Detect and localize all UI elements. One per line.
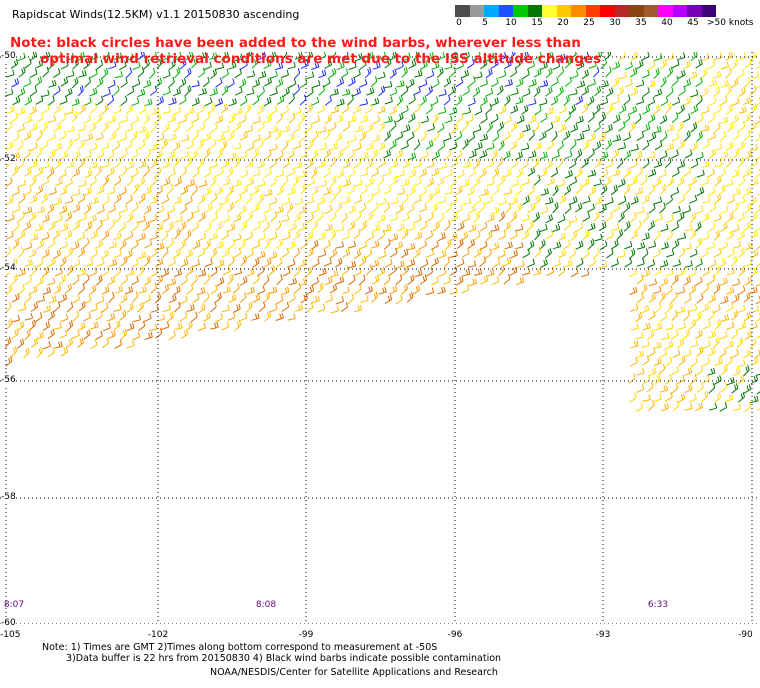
scale-tick-label: 40 [661,18,673,28]
wind-barb-map [0,52,760,624]
footnote-line-2: 3)Data buffer is 22 hrs from 20150830 4)… [66,653,502,664]
longitude-label: -90 [738,630,753,640]
wind-barb-group [5,165,555,349]
scale-swatch [643,5,658,17]
scale-swatch [542,5,557,17]
graticule [0,52,760,624]
scale-tick-label: >50 knots [707,18,754,28]
scale-tick-label: 20 [557,18,569,28]
scale-swatch [629,5,644,17]
swath-time-label: 8:07 [3,600,25,610]
wind-barb-group [629,274,760,305]
wind-barb-group [389,52,760,413]
wind-barb-group [5,52,760,412]
longitude-label: -99 [298,630,314,640]
scale-swatch [585,5,600,17]
scale-swatch [672,5,687,17]
scale-tick-label: 15 [531,18,543,28]
scale-tick-label: 0 [456,18,462,28]
scale-swatch [600,5,615,17]
scale-tick-label: 10 [505,18,517,28]
scale-swatch [658,5,673,17]
scale-swatch [513,5,528,17]
swath-time-label: 6:33 [647,600,669,610]
wind-barbs [4,52,760,413]
wind-barb-group [11,52,760,278]
latitude-label: -52 [1,154,16,164]
chart-title: Rapidscat Winds(12.5KM) v1.1 20150830 as… [12,8,300,21]
wind-barb-group [628,274,760,412]
scale-swatch [687,5,702,17]
latitude-label: -54 [1,263,16,273]
scale-tick-label: 30 [609,18,621,28]
scale-swatch [527,5,542,17]
wind-barb-group [5,211,566,359]
scale-swatch [484,5,499,17]
wind-barb-group [4,211,590,367]
scale-tick-label: 35 [635,18,647,28]
wind-barb-plot [0,52,760,624]
latitude-label: -60 [1,618,16,628]
latitude-label: -56 [1,375,16,385]
longitude-label: -105 [0,630,21,640]
latitude-label: -58 [1,492,16,502]
footnote-line-1: Note: 1) Times are GMT 2)Times along bot… [42,642,438,653]
scale-tick-label: 45 [687,18,699,28]
credit-line: NOAA/NESDIS/Center for Satellite Applica… [210,667,498,678]
note-line-2: optimal wind retrieval conditions are me… [40,51,602,67]
scale-swatch [701,5,716,17]
scale-swatch [571,5,586,17]
swath-time-label: 8:08 [255,600,277,610]
scale-swatch [614,5,629,17]
color-scale-bar [455,5,716,17]
scale-tick-label: 25 [583,18,595,28]
scale-swatch [498,5,513,17]
scale-swatch [455,5,470,17]
longitude-label: -93 [595,630,611,640]
scale-tick-label: 5 [482,18,488,28]
wind-barb-group [4,165,207,296]
latitude-label: -50 [1,51,16,61]
note-line-1: Note: black circles have been added to t… [10,35,581,51]
wind-speed-color-scale: 0 5 10 15 20 25 30 35 40 45 >50 knots [455,5,754,29]
scale-swatch [556,5,571,17]
wind-barb-group [17,52,704,161]
longitude-label: -102 [147,630,169,640]
color-scale-labels: 0 5 10 15 20 25 30 35 40 45 >50 knots [455,17,753,29]
iss-altitude-note: Note: black circles have been added to t… [10,35,601,67]
scale-swatch [469,5,484,17]
longitude-label: -96 [447,630,463,640]
